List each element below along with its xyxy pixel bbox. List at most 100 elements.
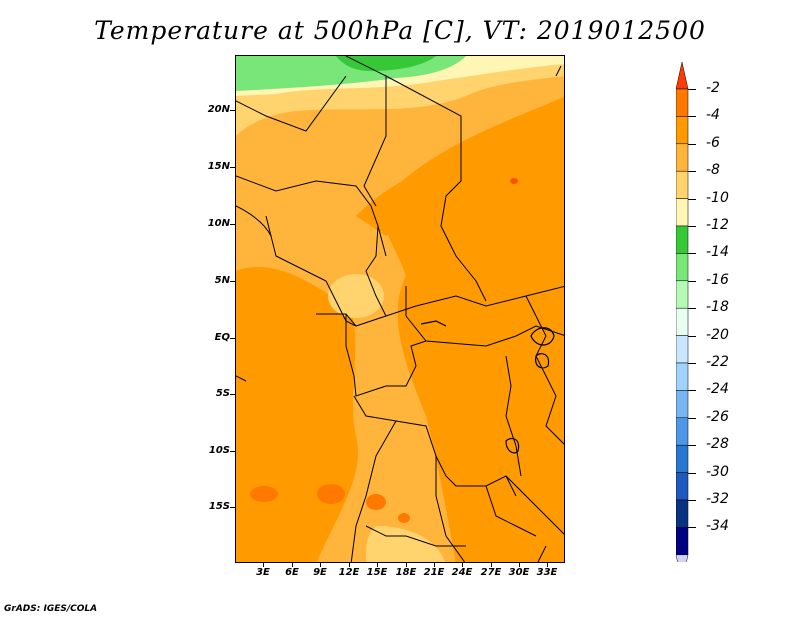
lat-label-15s: 15S (208, 501, 230, 512)
coldest-region-north (336, 56, 436, 72)
lon-label-33e: 33E (536, 567, 558, 578)
lon-tick (263, 563, 264, 567)
colorbar-label: -32 (706, 491, 729, 507)
colorbar-tick (688, 198, 696, 200)
colorbar-box (675, 170, 689, 199)
lat-label-20n: 20N (207, 104, 230, 115)
colorbar-tick (688, 226, 696, 227)
colorbar-label: -14 (706, 244, 729, 261)
colorbar-box (675, 253, 689, 282)
colorbar-box (675, 335, 689, 364)
lon-label-6e: 6E (285, 567, 299, 578)
colorbar-tick (688, 143, 696, 145)
colorbar-tick (688, 335, 696, 337)
colorbar-label: -10 (706, 189, 729, 206)
colorbar-tick (688, 445, 696, 447)
colorbar-box (675, 472, 689, 501)
hotspot-2 (317, 484, 345, 504)
colorbar-box (675, 143, 689, 172)
colorbar-label: -24 (706, 381, 729, 398)
lon-label-3e: 3E (256, 567, 270, 578)
lon-tick (491, 563, 492, 567)
lat-label-10n: 10N (207, 218, 230, 229)
lon-tick (377, 563, 378, 567)
colorbar-tick (688, 500, 696, 501)
colorbar-tick (688, 171, 696, 173)
lat-tick (230, 338, 235, 339)
lat-label-15n: 15N (207, 161, 230, 172)
lon-tick (349, 563, 350, 567)
lon-label-24e: 24E (451, 567, 473, 578)
lat-label-10s: 10S (208, 445, 230, 456)
colorbar-label: -22 (706, 354, 729, 370)
colorbar-label: -28 (706, 436, 729, 453)
colorbar-box (675, 225, 689, 254)
lon-tick (292, 563, 293, 567)
colorbar-label: -26 (706, 408, 729, 425)
colorbar-label: -2 (706, 80, 720, 96)
cool-spot-center (328, 274, 384, 318)
colorbar-label: -12 (706, 217, 729, 233)
lat-tick (230, 451, 235, 452)
lon-tick (406, 563, 407, 567)
colorbar-tick (688, 280, 696, 282)
colorbar-label: -34 (706, 518, 729, 535)
lat-label-5s: 5S (215, 388, 230, 399)
colorbar-box (675, 444, 689, 473)
lon-label-18e: 18E (395, 567, 417, 578)
credit-text: GrADS: IGES/COLA (4, 604, 98, 614)
lon-label-30e: 30E (508, 567, 530, 578)
lon-tick (547, 563, 548, 567)
lat-tick (230, 394, 235, 395)
colorbar-tick (688, 308, 696, 310)
lon-tick (320, 563, 321, 567)
lon-tick (519, 563, 520, 567)
lake-outlines (420, 320, 555, 454)
lat-tick (230, 224, 235, 225)
colorbar-label: -30 (706, 463, 729, 480)
colorbar-label: -6 (706, 134, 720, 151)
lat-tick (230, 110, 235, 111)
lat-tick (230, 167, 235, 168)
colorbar (675, 61, 700, 582)
lon-label-9e: 9E (313, 567, 327, 578)
lon-label-15e: 15E (366, 567, 388, 578)
colorbar-box (675, 499, 689, 528)
map-title: Temperature at 500hPa [C], VT: 201901250… (94, 16, 706, 45)
lat-label-5n: 5N (214, 275, 230, 286)
hotspot-5 (510, 178, 518, 184)
colorbar-box (675, 390, 689, 419)
colorbar-tick (688, 363, 696, 364)
colorbar-label: -4 (706, 107, 720, 124)
colorbar-box (675, 417, 689, 446)
colorbar-box (675, 280, 689, 309)
field-warm-north (356, 146, 486, 236)
colorbar-box (675, 527, 689, 556)
colorbar-box (675, 362, 689, 391)
cool-spot-south (366, 526, 446, 562)
temperature-map (235, 55, 565, 563)
lon-tick (462, 563, 463, 567)
colorbar-tick (688, 472, 696, 474)
colorbar-bottom-triangle (675, 554, 689, 582)
colorbar-svg (675, 61, 689, 582)
colorbar-box (675, 307, 689, 336)
colorbar-tick (688, 527, 696, 529)
lat-tick (230, 281, 235, 282)
lon-label-27e: 27E (480, 567, 502, 578)
colorbar-tick (688, 390, 696, 392)
lon-tick (434, 563, 435, 567)
temperature-field-svg (236, 56, 564, 562)
colorbar-tick (688, 253, 696, 255)
colorbar-label: -20 (706, 326, 729, 343)
lon-label-12e: 12E (338, 567, 360, 578)
lat-tick (230, 507, 235, 508)
lat-label-eq: EQ (214, 332, 230, 343)
colorbar-label: -16 (706, 271, 729, 288)
colorbar-box (675, 116, 689, 145)
colorbar-top-triangle (675, 61, 689, 90)
country-borders (236, 56, 564, 562)
colorbar-tick (688, 417, 696, 419)
colorbar-label: -18 (706, 299, 729, 316)
lon-label-21e: 21E (423, 567, 445, 578)
